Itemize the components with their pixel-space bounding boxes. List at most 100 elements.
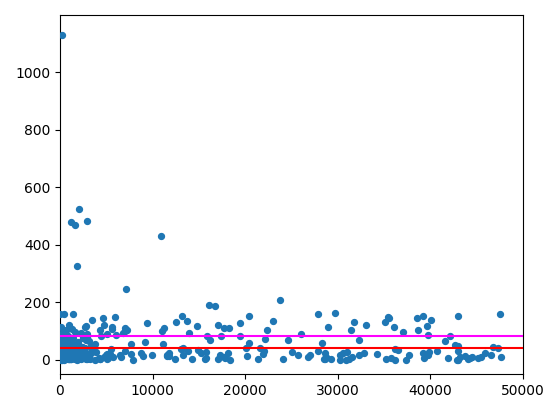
Point (349, 318, 358, 325)
Point (73, 351, 82, 357)
Point (225, 325, 234, 331)
Point (77, 350, 86, 357)
Point (354, 337, 363, 343)
Point (213, 355, 222, 362)
Point (79, 352, 88, 359)
Point (320, 350, 329, 357)
Point (321, 354, 330, 360)
Point (476, 354, 485, 360)
Point (66, 354, 74, 361)
Point (183, 348, 192, 355)
Point (82, 323, 91, 330)
Point (63, 346, 72, 352)
Point (60, 354, 69, 361)
Point (100, 354, 109, 361)
Point (56, 332, 65, 338)
Point (57, 356, 66, 363)
Point (203, 333, 212, 339)
Point (204, 302, 213, 309)
Point (60, 354, 69, 361)
Point (68, 325, 77, 332)
Point (163, 353, 172, 359)
Point (390, 324, 399, 331)
Point (444, 354, 452, 361)
Point (419, 350, 428, 357)
Point (142, 320, 151, 326)
Point (381, 356, 390, 363)
Point (454, 356, 463, 363)
Point (80, 353, 88, 360)
Point (90, 356, 99, 363)
Point (82, 355, 91, 361)
Point (460, 352, 469, 359)
Point (104, 355, 113, 361)
Point (87, 344, 96, 351)
Point (245, 313, 254, 320)
Point (66, 353, 75, 360)
Point (178, 344, 187, 351)
Point (115, 352, 124, 358)
Point (87, 349, 96, 355)
Point (391, 346, 400, 352)
Point (60, 356, 69, 363)
Point (68, 349, 77, 356)
Point (59, 340, 68, 347)
Point (220, 354, 228, 361)
Point (214, 322, 223, 329)
Point (297, 330, 306, 337)
Point (62, 340, 71, 347)
Point (235, 319, 244, 326)
Point (76, 345, 85, 352)
Point (70, 221, 79, 228)
Point (183, 318, 192, 324)
Point (69, 346, 78, 353)
Point (67, 356, 76, 362)
Point (324, 324, 333, 330)
Point (63, 342, 72, 348)
Point (57, 346, 66, 353)
Point (347, 354, 356, 360)
Point (68, 354, 77, 360)
Point (184, 329, 193, 336)
Point (65, 353, 74, 360)
Point (64, 356, 73, 363)
Point (242, 353, 251, 359)
Point (117, 354, 126, 361)
Point (80, 344, 89, 351)
Point (68, 335, 77, 341)
Point (62, 349, 71, 356)
Point (202, 355, 211, 362)
Point (464, 356, 473, 362)
Point (320, 356, 329, 362)
Point (276, 296, 285, 303)
Point (102, 352, 111, 358)
Point (88, 317, 97, 323)
Point (287, 349, 296, 356)
Point (141, 339, 150, 346)
Point (303, 354, 312, 361)
Point (99, 314, 108, 321)
Point (63, 344, 72, 351)
Point (259, 350, 268, 357)
Point (55, 311, 64, 317)
Point (60, 356, 69, 362)
Point (263, 327, 272, 333)
Point (425, 348, 434, 355)
Point (201, 349, 210, 356)
Point (139, 352, 148, 359)
Point (100, 322, 109, 328)
Point (390, 356, 399, 363)
Point (86, 356, 95, 362)
Point (69, 350, 78, 356)
Point (83, 331, 92, 337)
Point (165, 350, 174, 356)
Point (354, 352, 363, 358)
Point (226, 356, 235, 363)
Point (64, 352, 73, 359)
Point (66, 355, 74, 362)
Point (71, 344, 80, 351)
Point (58, 349, 67, 355)
Point (58, 349, 67, 355)
Point (67, 218, 76, 225)
Point (278, 356, 287, 362)
